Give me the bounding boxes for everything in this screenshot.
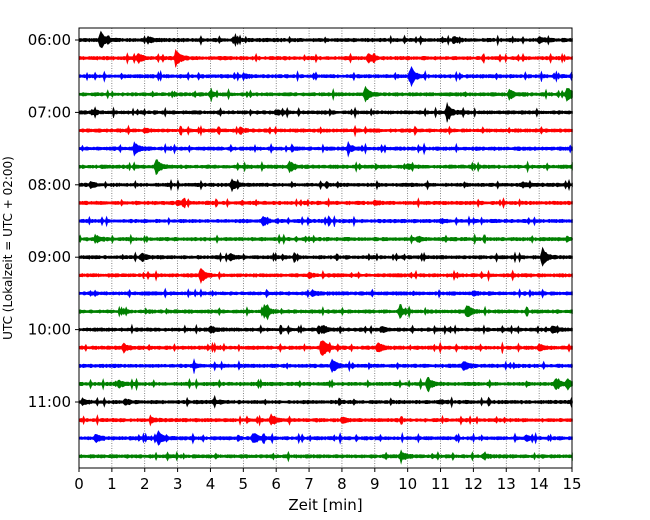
- x-tick-label: 1: [107, 475, 117, 493]
- x-tick-label: 8: [337, 475, 347, 493]
- x-tick-label: 3: [173, 475, 183, 493]
- plot-frame: [78, 27, 573, 469]
- x-axis-label: Zeit [min]: [288, 496, 362, 514]
- plot-area: [79, 28, 572, 468]
- y-tick-label: 08:00: [28, 176, 71, 194]
- x-tick-label: 6: [271, 475, 281, 493]
- x-tick-label: 13: [497, 475, 516, 493]
- y-tick-label: 07:00: [28, 103, 71, 121]
- x-tick-label: 10: [398, 475, 417, 493]
- x-tick-label: 2: [140, 475, 150, 493]
- y-tick-label: 10:00: [28, 321, 71, 339]
- y-axis-label: UTC (Lokalzeit = UTC + 02:00): [1, 156, 15, 340]
- x-axis: 0 1 2 3 4 5 6 7 8 9 10 11 12 13 14 15: [74, 468, 582, 493]
- x-tick-label: 7: [304, 475, 314, 493]
- y-tick-label: 11:00: [28, 393, 71, 411]
- y-tick-label: 06:00: [28, 31, 71, 49]
- x-tick-label: 15: [562, 475, 581, 493]
- grid-layer: [111, 28, 540, 468]
- x-tick-label: 4: [206, 475, 216, 493]
- x-tick-label: 5: [239, 475, 249, 493]
- y-tick-label: 09:00: [28, 248, 71, 266]
- x-tick-label: 14: [530, 475, 549, 493]
- y-axis: 06:00 07:00 08:00 09:00 10:00 11:00: [28, 31, 79, 411]
- x-tick-label: 11: [431, 475, 450, 493]
- x-tick-label: 9: [370, 475, 380, 493]
- x-tick-label: 12: [464, 475, 483, 493]
- trace-layer: [78, 30, 573, 465]
- x-tick-label: 0: [74, 475, 84, 493]
